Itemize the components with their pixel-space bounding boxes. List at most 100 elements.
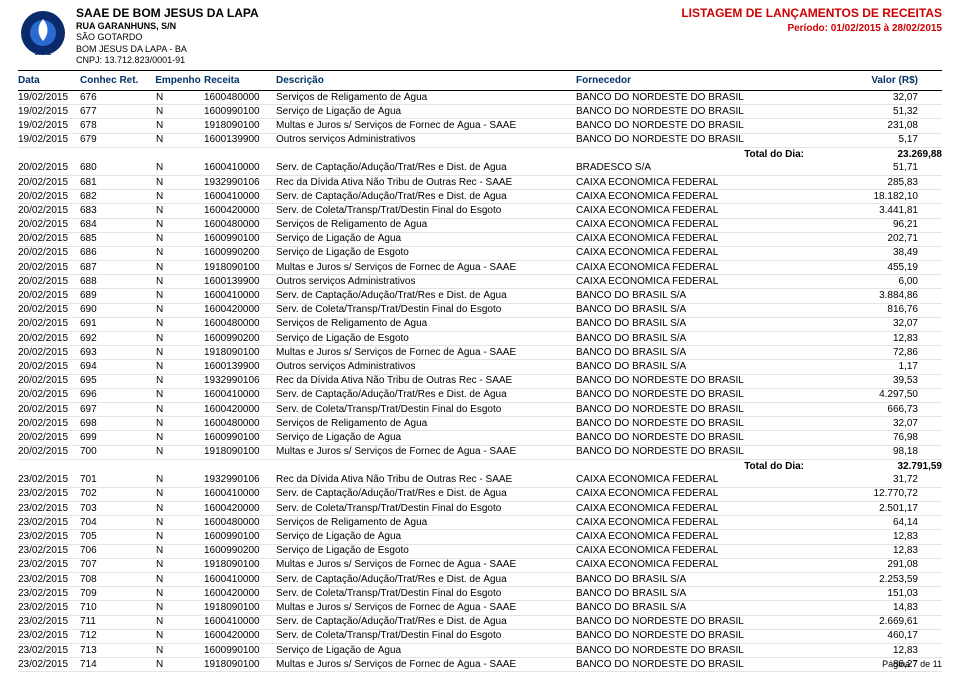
cell-data: 20/02/2015 [18,276,80,288]
table-row: 19/02/2015679N1600139900Outros serviços … [18,134,942,148]
cell-conhec: 681 [80,177,152,189]
org-block: SAAE SAAE DE BOM JESUS DA LAPA RUA GARAN… [18,6,259,66]
cell-receita: 1600480000 [204,517,276,529]
cell-data: 23/02/2015 [18,588,80,600]
cell-descricao: Serviço de Ligação de Água [276,531,576,543]
cell-conhec: 687 [80,262,152,274]
cell-valor: 96,21 [808,219,918,231]
cell-descricao: Serviço de Ligação de Esgoto [276,333,576,345]
cell-receita: 1918090100 [204,446,276,458]
cell-descricao: Rec da Dívida Ativa Não Tribu de Outras … [276,474,576,486]
cell-receita: 1600990100 [204,645,276,657]
table-row: 23/02/2015706N1600990200Serviço de Ligaç… [18,545,942,559]
org-addr2: SÃO GOTARDO [76,32,259,43]
cell-descricao: Multas e Juros s/ Serviços de Fornec de … [276,559,576,571]
cell-empenho: N [152,290,204,302]
cell-descricao: Multas e Juros s/ Serviços de Fornec de … [276,446,576,458]
periodo-label: Período: [787,23,828,34]
cell-conhec: 696 [80,389,152,401]
table-row: 20/02/2015699N1600990100Serviço de Ligaç… [18,431,942,445]
cell-receita: 1932990106 [204,177,276,189]
cell-valor: 12,83 [808,531,918,543]
cell-empenho: N [152,432,204,444]
cell-receita: 1600420000 [204,503,276,515]
cell-receita: 1600990200 [204,333,276,345]
cell-data: 23/02/2015 [18,531,80,543]
table-row: 20/02/2015698N1600480000Serviços de Reli… [18,417,942,431]
cell-fornecedor: BANCO DO NORDESTE DO BRASIL [576,616,808,628]
cell-receita: 1600420000 [204,588,276,600]
cell-valor: 32,07 [808,418,918,430]
cell-valor: 32,07 [808,318,918,330]
cell-descricao: Serviços de Religamento de Água [276,219,576,231]
table-row: 20/02/2015690N1600420000Serv. de Coleta/… [18,304,942,318]
table-row: 23/02/2015712N1600420000Serv. de Coleta/… [18,630,942,644]
cell-valor: 76,98 [808,432,918,444]
cell-conhec: 676 [80,92,152,104]
cell-receita: 1600420000 [204,304,276,316]
cell-valor: 31,72 [808,474,918,486]
cell-receita: 1600410000 [204,389,276,401]
cell-data: 23/02/2015 [18,602,80,614]
cell-conhec: 694 [80,361,152,373]
cell-empenho: N [152,588,204,600]
report-header: SAAE SAAE DE BOM JESUS DA LAPA RUA GARAN… [18,6,942,66]
cell-valor: 666,73 [808,404,918,416]
cell-descricao: Serv. de Coleta/Transp/Trat/Destin Final… [276,404,576,416]
cell-fornecedor: BANCO DO NORDESTE DO BRASIL [576,659,808,671]
cell-descricao: Serviços de Religamento de Água [276,318,576,330]
cell-fornecedor: CAIXA ECONÔMICA FEDERAL [576,488,808,500]
table-row: 20/02/2015684N1600480000Serviços de Reli… [18,219,942,233]
cell-data: 20/02/2015 [18,318,80,330]
table-row: 20/02/2015697N1600420000Serv. de Coleta/… [18,403,942,417]
cell-empenho: N [152,545,204,557]
cell-conhec: 712 [80,630,152,642]
cell-conhec: 695 [80,375,152,387]
cell-data: 19/02/2015 [18,92,80,104]
cell-conhec: 714 [80,659,152,671]
table-row: 23/02/2015705N1600990100Serviço de Ligaç… [18,530,942,544]
cell-receita: 1918090100 [204,659,276,671]
cell-conhec: 682 [80,191,152,203]
cell-descricao: Serv. de Coleta/Transp/Trat/Destin Final… [276,630,576,642]
cell-receita: 1600410000 [204,574,276,586]
cell-descricao: Multas e Juros s/ Serviços de Fornec de … [276,262,576,274]
cell-empenho: N [152,106,204,118]
cell-valor: 98,18 [808,446,918,458]
cell-valor: 12,83 [808,333,918,345]
cell-data: 20/02/2015 [18,262,80,274]
table-row: 23/02/2015713N1600990100Serviço de Ligaç… [18,644,942,658]
cell-valor: 291,08 [808,559,918,571]
cell-empenho: N [152,630,204,642]
cell-fornecedor: BANCO DO NORDESTE DO BRASIL [576,389,808,401]
cell-descricao: Serv. de Coleta/Transp/Trat/Destin Final… [276,503,576,515]
cell-receita: 1600480000 [204,219,276,231]
cell-data: 20/02/2015 [18,247,80,259]
cell-data: 20/02/2015 [18,432,80,444]
cell-data: 19/02/2015 [18,106,80,118]
cell-descricao: Serviço de Ligação de Água [276,432,576,444]
cell-fornecedor: CAIXA ECONÔMICA FEDERAL [576,205,808,217]
cell-descricao: Serv. de Captação/Adução/Trat/Res e Dist… [276,191,576,203]
cell-empenho: N [152,389,204,401]
periodo-value: 01/02/2015 à 28/02/2015 [831,23,942,34]
cell-data: 23/02/2015 [18,474,80,486]
cell-receita: 1600990100 [204,531,276,543]
cell-receita: 1600139900 [204,134,276,146]
cell-valor: 64,14 [808,517,918,529]
cell-conhec: 706 [80,545,152,557]
cell-receita: 1600420000 [204,404,276,416]
cell-descricao: Serviço de Ligação de Água [276,233,576,245]
cell-conhec: 691 [80,318,152,330]
col-data: Data [18,75,80,86]
table-row: 20/02/2015689N1600410000Serv. de Captaçã… [18,289,942,303]
cell-conhec: 709 [80,588,152,600]
cell-descricao: Serviço de Ligação de Esgoto [276,545,576,557]
table-row: 23/02/2015714N1918090100Multas e Juros s… [18,658,942,672]
cell-conhec: 713 [80,645,152,657]
cell-data: 23/02/2015 [18,645,80,657]
table-row: 20/02/2015696N1600410000Serv. de Captaçã… [18,389,942,403]
cell-fornecedor: BANCO DO BRASIL S/A [576,602,808,614]
cell-fornecedor: CAIXA ECONÔMICA FEDERAL [576,474,808,486]
cell-receita: 1600410000 [204,290,276,302]
